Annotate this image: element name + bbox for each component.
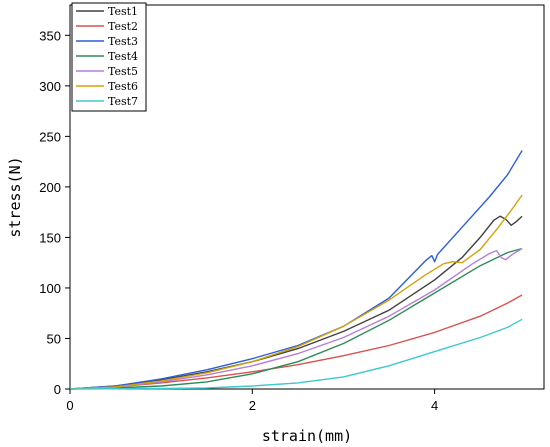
y-tick-label: 150 xyxy=(39,230,61,245)
series-line-test2 xyxy=(69,294,523,390)
legend: Test1 Test2 Test3 Test4 Test5 Test6 Test7 xyxy=(71,2,147,112)
y-tick-label: 350 xyxy=(39,28,61,43)
x-tick-label: 2 xyxy=(249,398,256,413)
x-tick-label: 0 xyxy=(66,398,73,413)
legend-label-test6: Test6 xyxy=(108,80,138,93)
legend-label-test3: Test3 xyxy=(108,35,138,48)
legend-label-test5: Test5 xyxy=(108,65,138,78)
legend-label-test2: Test2 xyxy=(108,20,138,33)
y-tick-label: 250 xyxy=(39,129,61,144)
y-tick-label: 100 xyxy=(39,281,61,296)
legend-box xyxy=(71,2,147,112)
plot-area xyxy=(69,4,545,390)
series-layer xyxy=(69,150,523,390)
series-line-test4 xyxy=(69,247,523,390)
y-axis-title: stress(N) xyxy=(6,156,24,237)
legend-label-test1: Test1 xyxy=(108,5,138,18)
series-line-test1 xyxy=(69,215,523,390)
series-line-test6 xyxy=(69,194,523,390)
y-tick-label: 50 xyxy=(47,331,61,346)
axis-layer: 0 2 4 0 50 100 150 200 250 300 350 xyxy=(39,28,438,413)
legend-label-test7: Test7 xyxy=(108,95,138,108)
y-tick-label: 0 xyxy=(54,382,61,397)
x-tick-label: 4 xyxy=(431,398,438,413)
y-tick-label: 200 xyxy=(39,180,61,195)
series-line-test7 xyxy=(69,318,523,390)
plot-frame xyxy=(69,4,545,390)
series-line-test5 xyxy=(69,247,523,390)
legend-label-test4: Test4 xyxy=(108,50,138,63)
legend-items: Test1 Test2 Test3 Test4 Test5 Test6 Test7 xyxy=(76,5,138,108)
series-line-test3 xyxy=(69,150,523,390)
x-axis-title: strain(mm) xyxy=(262,427,352,445)
y-tick-label: 300 xyxy=(39,79,61,94)
